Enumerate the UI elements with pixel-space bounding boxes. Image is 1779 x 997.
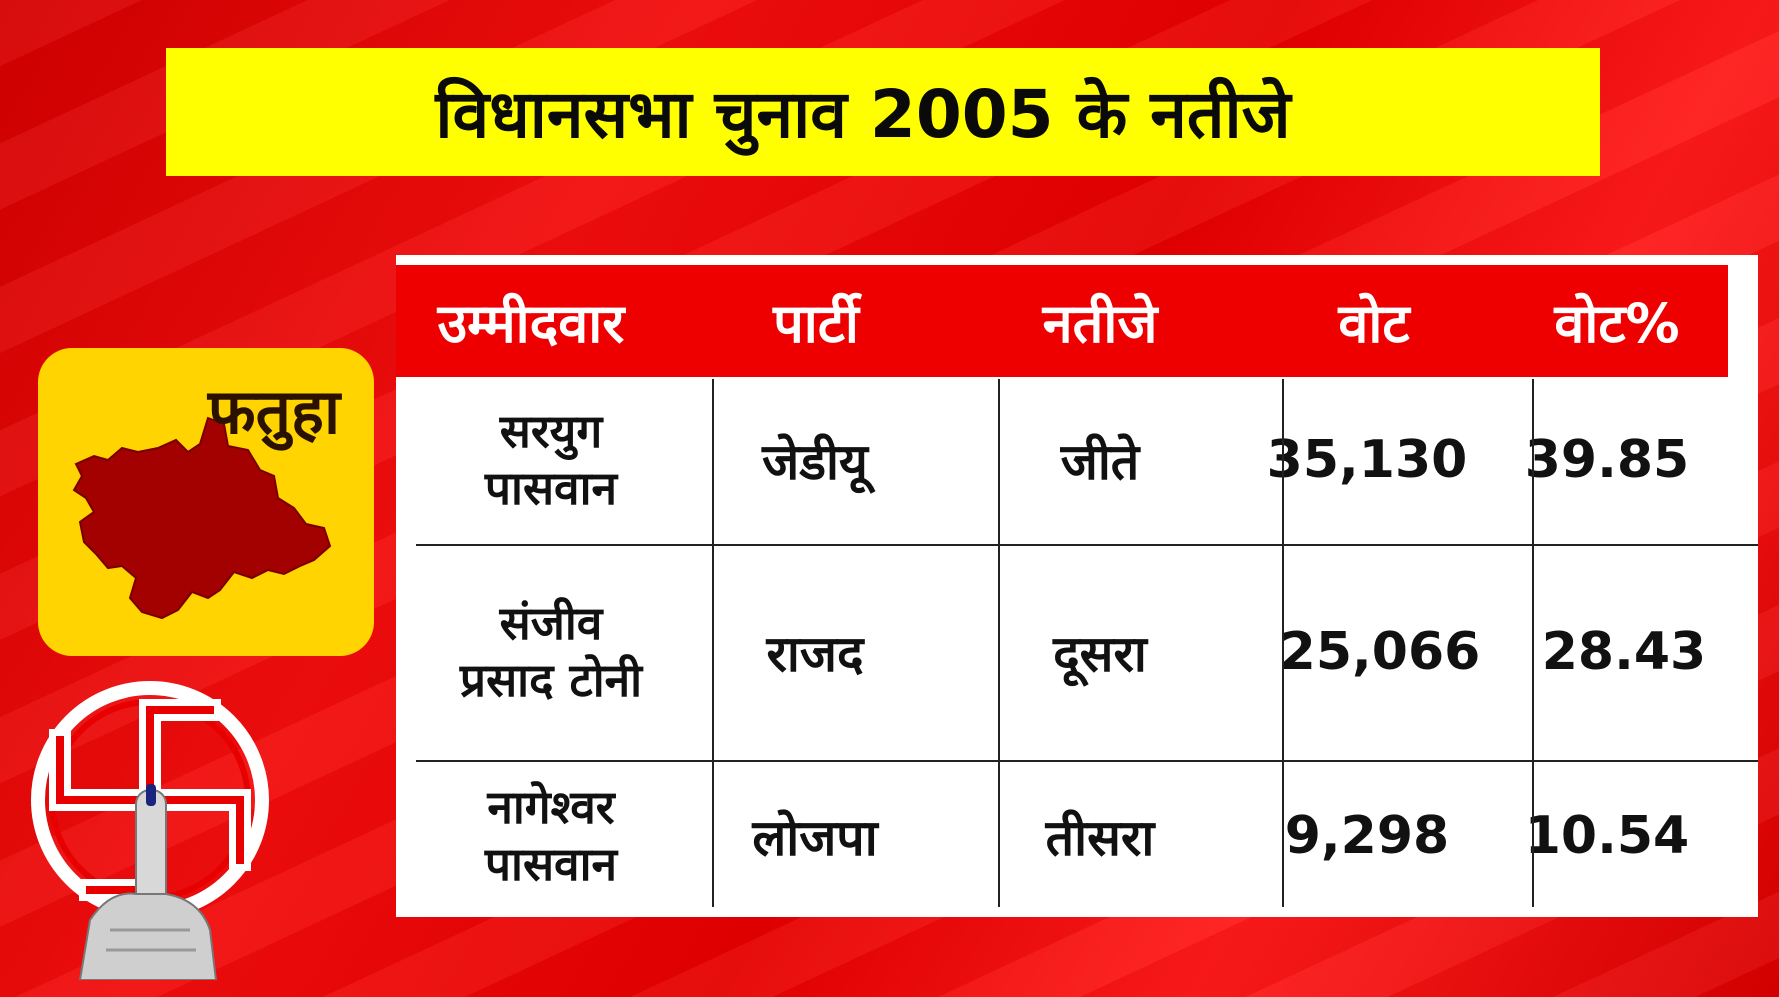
candidate-name-line2: पासवान xyxy=(484,837,618,891)
constituency-card: फतुहा xyxy=(38,348,374,656)
result-cell: तीसरा xyxy=(1045,809,1155,867)
column-divider xyxy=(998,379,1000,907)
header-candidate: उम्मीदवार xyxy=(437,292,625,355)
candidate-name-line2: प्रसाद टोनी xyxy=(459,653,643,707)
candidate-name-line1: संजीव xyxy=(499,595,603,650)
results-table: उम्मीदवार पार्टी नतीजे वोट वोट% सरयुग पा… xyxy=(396,255,1758,917)
vote-percent-cell: 39.85 xyxy=(1524,430,1690,490)
header-result: नतीजे xyxy=(1042,292,1158,355)
vote-percent-cell: 28.43 xyxy=(1541,622,1707,682)
constituency-name: फतुहा xyxy=(207,375,340,448)
votes-cell: 35,130 xyxy=(1266,430,1468,490)
table-row: सरयुग पासवान जेडीयू जीते 35,130 39.85 xyxy=(416,377,1758,543)
table-header-row: उम्मीदवार पार्टी नतीजे वोट वोट% xyxy=(396,265,1728,377)
header-votes: वोट xyxy=(1338,292,1410,355)
votes-cell: 25,066 xyxy=(1279,622,1481,682)
election-swastika-finger-icon xyxy=(31,681,269,980)
table-row: नागेश्वर पासवान लोजपा तीसरा 9,298 10.54 xyxy=(416,761,1758,911)
candidate-cell: नागेश्वर पासवान xyxy=(416,761,686,911)
party-cell: राजद xyxy=(766,625,864,683)
party-cell: जेडीयू xyxy=(762,433,868,491)
votes-cell: 9,298 xyxy=(1284,806,1450,866)
row-divider xyxy=(416,760,1758,762)
result-cell: जीते xyxy=(1060,433,1140,491)
constituency-map-icon xyxy=(72,416,332,620)
candidate-name-line1: सरयुग xyxy=(499,403,603,458)
candidate-cell: संजीव प्रसाद टोनी xyxy=(416,545,686,759)
column-divider xyxy=(712,379,714,907)
candidate-cell: सरयुग पासवान xyxy=(416,377,686,543)
candidate-name-line2: पासवान xyxy=(484,461,618,515)
header-vote-percent: वोट% xyxy=(1554,292,1680,355)
row-divider xyxy=(416,544,1758,546)
column-divider xyxy=(1282,379,1284,907)
candidate-name-line1: नागेश्वर xyxy=(487,779,615,834)
title-banner: विधानसभा चुनाव 2005 के नतीजे xyxy=(166,48,1600,176)
page-title: विधानसभा चुनाव 2005 के नतीजे xyxy=(435,76,1291,153)
column-divider xyxy=(1532,379,1534,907)
header-party: पार्टी xyxy=(773,292,859,355)
table-row: संजीव प्रसाद टोनी राजद दूसरा 25,066 28.4… xyxy=(416,545,1758,759)
party-cell: लोजपा xyxy=(752,809,878,867)
vote-percent-cell: 10.54 xyxy=(1524,806,1690,866)
result-cell: दूसरा xyxy=(1053,625,1147,683)
